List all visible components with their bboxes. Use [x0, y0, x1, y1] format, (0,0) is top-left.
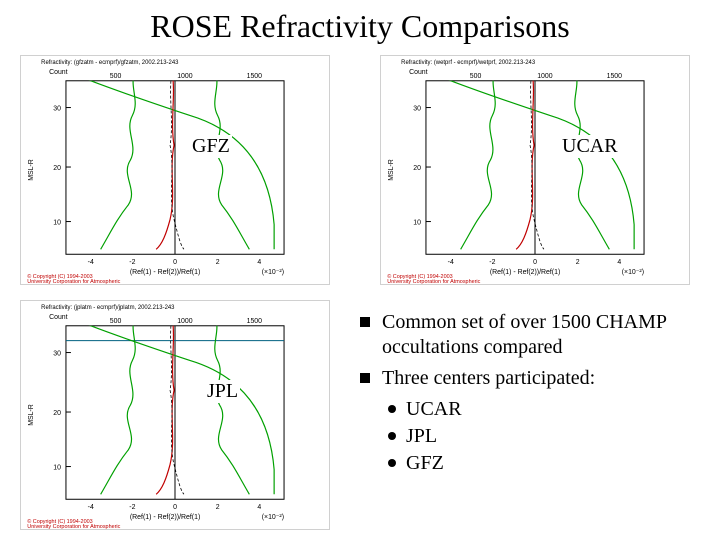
svg-text:4: 4 [257, 504, 261, 511]
square-bullet-icon [360, 373, 370, 383]
svg-text:Refractivity: (jplatm - ecmprf: Refractivity: (jplatm - ecmprf)/jplatm, … [41, 305, 175, 311]
svg-text:1000: 1000 [177, 318, 193, 325]
label-ucar: UCAR [560, 135, 620, 158]
sub-bullet-item: JPL [388, 424, 700, 449]
svg-text:30: 30 [53, 106, 61, 113]
chart-gfz: Refractivity: (gfzatm - ecmprf)/gfzatm, … [20, 55, 330, 285]
svg-text:Refractivity: (wetprf - ecmprf: Refractivity: (wetprf - ecmprf)/wetprf, … [401, 60, 536, 66]
bullet-item: Common set of over 1500 CHAMP occultatio… [360, 310, 700, 360]
svg-text:(×10⁻²): (×10⁻²) [262, 514, 284, 521]
svg-text:University Corporation for Atm: University Corporation for Atmospheric [387, 279, 480, 284]
svg-text:10: 10 [413, 220, 421, 227]
svg-text:(Ref(1) - Ref(2))/Ref(1): (Ref(1) - Ref(2))/Ref(1) [490, 269, 560, 276]
svg-text:4: 4 [257, 259, 261, 266]
svg-text:0: 0 [533, 259, 537, 266]
svg-text:-2: -2 [129, 504, 135, 511]
svg-text:University Corporation for Atm: University Corporation for Atmospheric [27, 524, 120, 529]
svg-text:500: 500 [470, 73, 482, 80]
svg-text:MSL-R: MSL-R [28, 404, 35, 426]
svg-text:-4: -4 [448, 259, 454, 266]
svg-text:0: 0 [173, 259, 177, 266]
svg-text:Count: Count [49, 314, 68, 321]
bullet-list: Common set of over 1500 CHAMP occultatio… [360, 310, 700, 478]
svg-text:1500: 1500 [247, 318, 263, 325]
svg-text:10: 10 [53, 220, 61, 227]
count-line [66, 71, 274, 249]
svg-text:20: 20 [413, 165, 421, 172]
svg-text:-4: -4 [88, 259, 94, 266]
chart-header: Refractivity: (gfzatm - ecmprf)/gfzatm, … [41, 60, 179, 66]
svg-text:1500: 1500 [607, 73, 623, 80]
svg-text:1000: 1000 [177, 73, 193, 80]
square-bullet-icon [360, 317, 370, 327]
dot-bullet-icon [388, 432, 396, 440]
svg-text:-2: -2 [489, 259, 495, 266]
svg-text:MSL-R: MSL-R [388, 159, 395, 181]
svg-text:1500: 1500 [247, 73, 263, 80]
svg-text:(Ref(1) - Ref(2))/Ref(1): (Ref(1) - Ref(2))/Ref(1) [130, 514, 200, 521]
svg-text:10: 10 [53, 465, 61, 472]
svg-text:(×10⁻²): (×10⁻²) [622, 269, 644, 276]
svg-text:2: 2 [216, 259, 220, 266]
svg-text:(Ref(1) - Ref(2))/Ref(1): (Ref(1) - Ref(2))/Ref(1) [130, 269, 200, 276]
dot-bullet-icon [388, 405, 396, 413]
svg-text:(×10⁻²): (×10⁻²) [262, 269, 284, 276]
svg-text:20: 20 [53, 165, 61, 172]
svg-text:30: 30 [413, 106, 421, 113]
svg-text:Count: Count [409, 69, 428, 76]
slide-title: ROSE Refractivity Comparisons [0, 8, 720, 45]
chart-ucar: Refractivity: (wetprf - ecmprf)/wetprf, … [380, 55, 690, 285]
chart-jpl: Refractivity: (jplatm - ecmprf)/jplatm, … [20, 300, 330, 530]
svg-text:2: 2 [216, 504, 220, 511]
dot-bullet-icon [388, 459, 396, 467]
label-gfz: GFZ [190, 135, 232, 158]
svg-text:MSL-R: MSL-R [28, 159, 35, 181]
svg-text:500: 500 [110, 73, 122, 80]
svg-text:2: 2 [576, 259, 580, 266]
bullet-item: Three centers participated: [360, 366, 700, 391]
svg-text:30: 30 [53, 351, 61, 358]
svg-text:4: 4 [617, 259, 621, 266]
sub-bullet-item: UCAR [388, 397, 700, 422]
svg-text:1000: 1000 [537, 73, 553, 80]
label-jpl: JPL [205, 380, 240, 403]
svg-text:500: 500 [110, 318, 122, 325]
svg-text:-4: -4 [88, 504, 94, 511]
sub-bullet-item: GFZ [388, 451, 700, 476]
svg-text:-2: -2 [129, 259, 135, 266]
svg-text:20: 20 [53, 410, 61, 417]
svg-text:0: 0 [173, 504, 177, 511]
svg-text:University Corporation for Atm: University Corporation for Atmospheric [27, 279, 120, 284]
top-axis-label: Count [49, 69, 68, 76]
